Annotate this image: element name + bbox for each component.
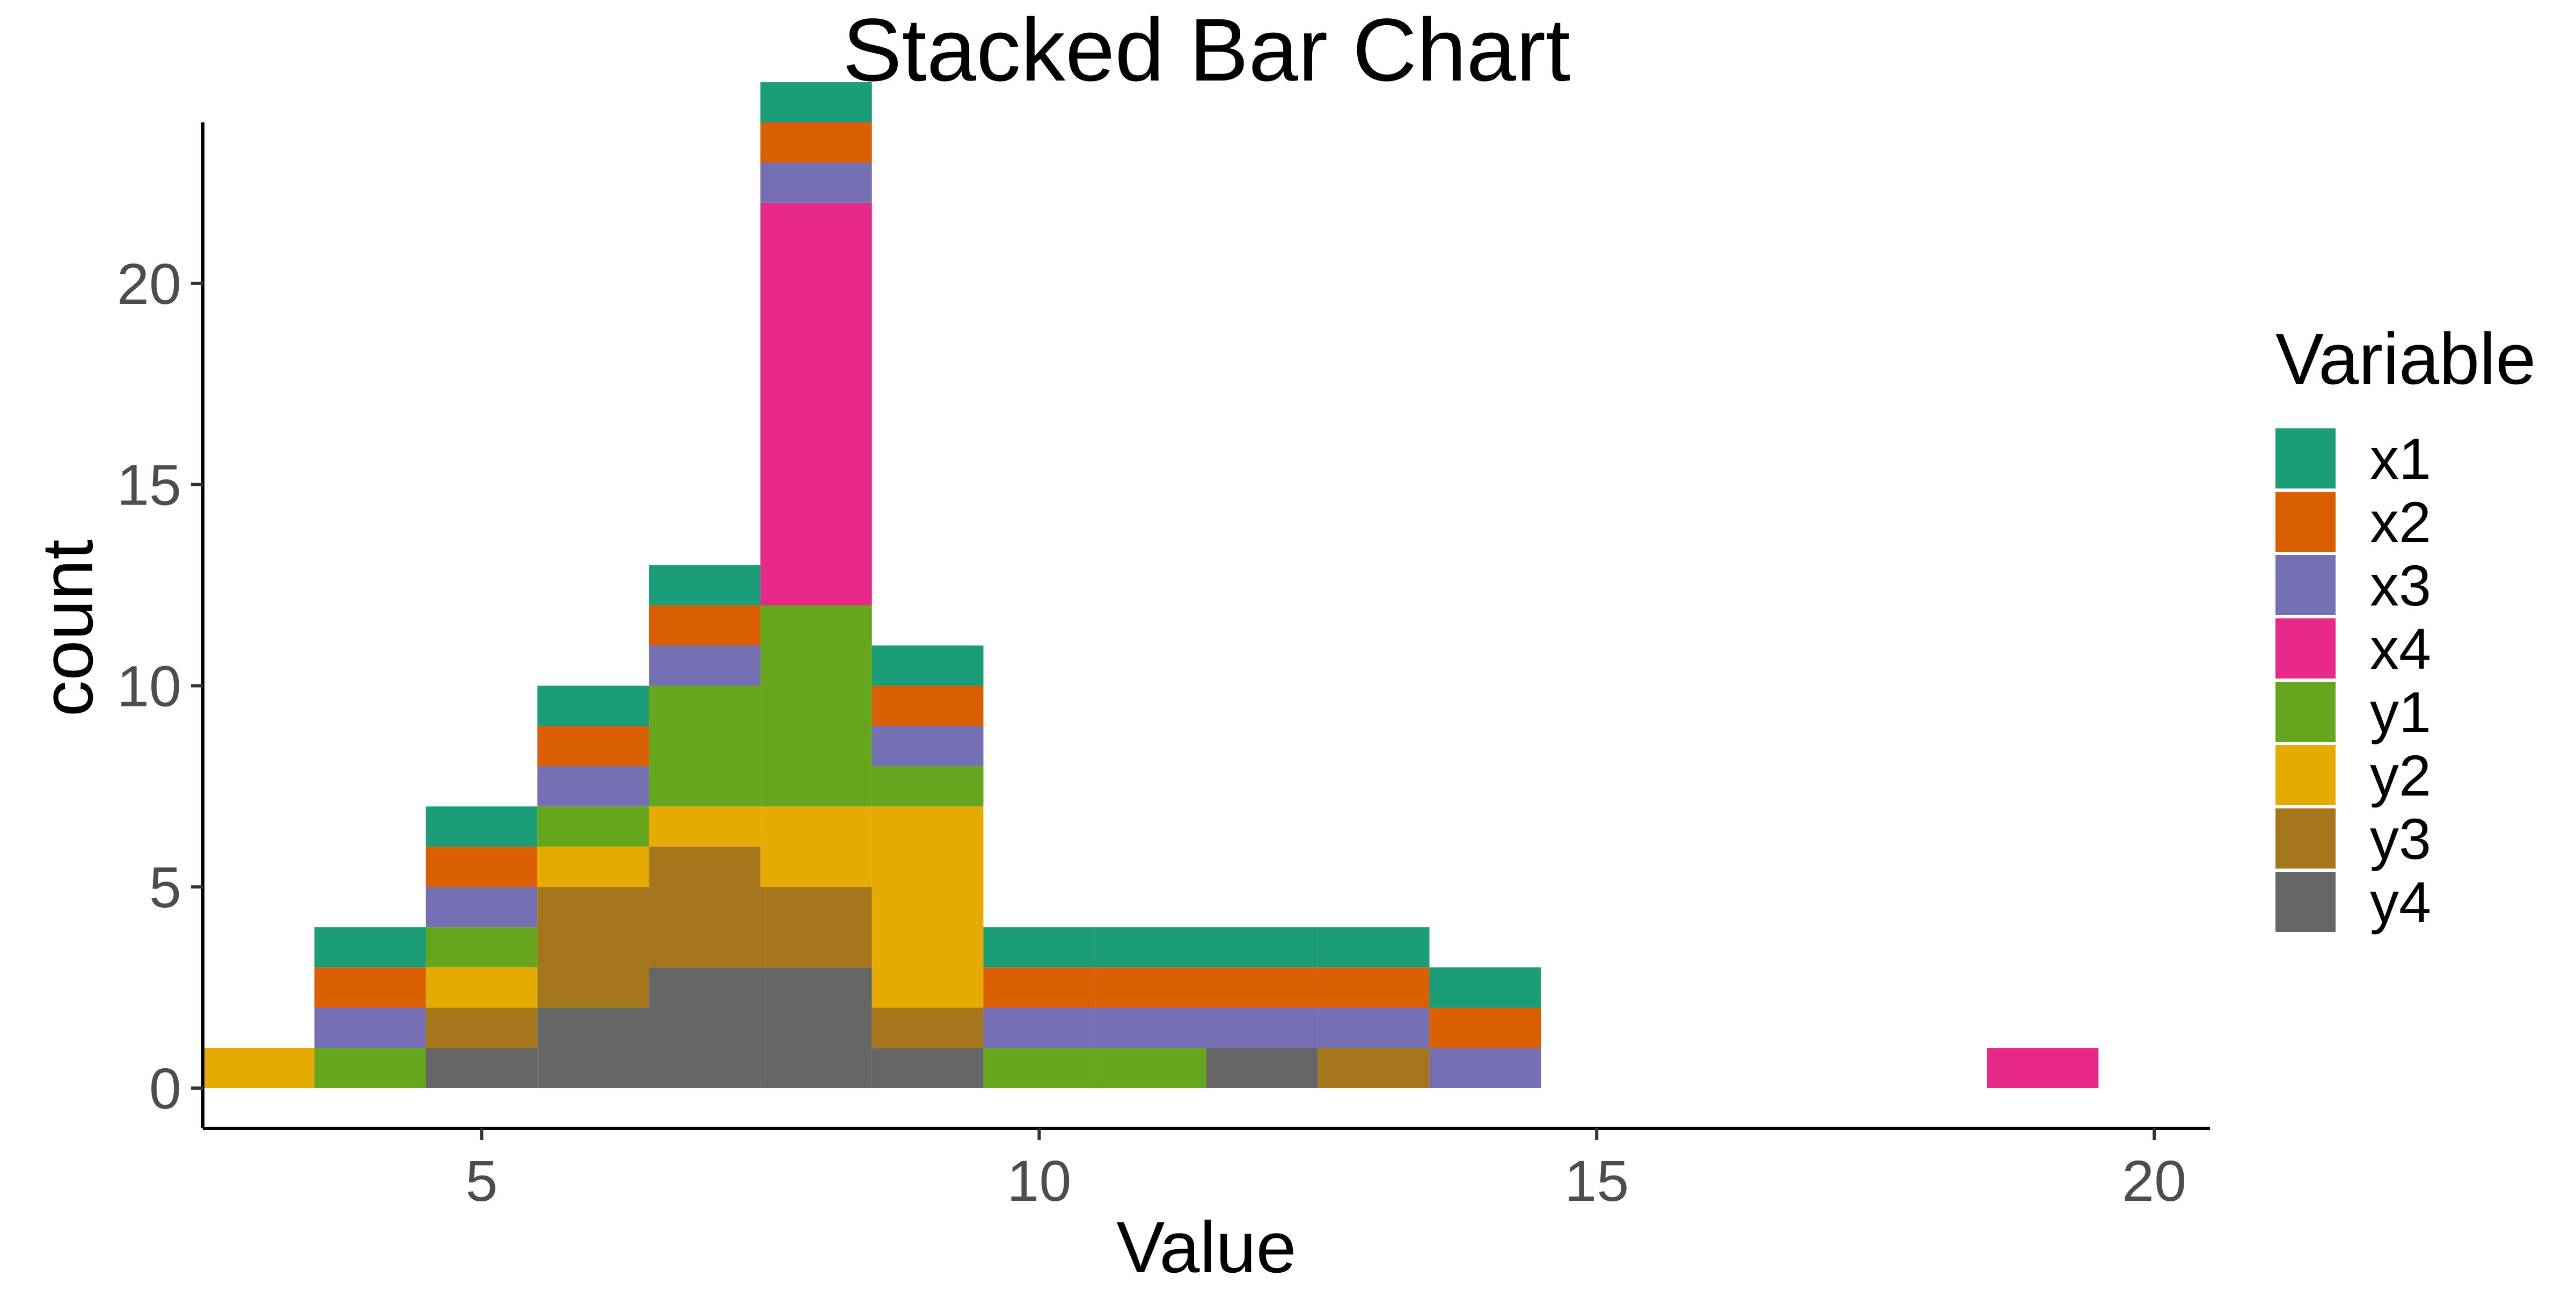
legend-label-x2: x2	[2370, 490, 2431, 555]
bar-segment-x1-bin-10	[983, 927, 1095, 968]
bar-segment-x2-bin-6	[537, 726, 649, 767]
bar-segment-y3-bin-7	[649, 847, 760, 968]
legend-key-x4	[2275, 618, 2336, 679]
bar-segment-x2-bin-12	[1206, 967, 1318, 1008]
bar-segment-x3-bin-4	[314, 1008, 426, 1048]
bar-segment-x3-bin-12	[1206, 1008, 1318, 1048]
bar-segment-y4-bin-9	[872, 1048, 984, 1089]
bar-segment-y3-bin-5	[426, 1008, 538, 1048]
bar-segment-x3-bin-13	[1318, 1008, 1430, 1048]
bar-segment-x1-bin-12	[1206, 927, 1318, 968]
bar-segment-x1-bin-7	[649, 565, 760, 606]
bar-segment-y1-bin-8	[760, 605, 872, 807]
bar-segment-x1-bin-8	[760, 82, 872, 122]
bar-segment-x2-bin-10	[983, 967, 1095, 1008]
bar-segment-y4-bin-6	[537, 1008, 649, 1089]
bar-segment-x3-bin-7	[649, 645, 760, 686]
bar-segment-y2-bin-5	[426, 967, 538, 1008]
legend-key-y4	[2275, 872, 2336, 932]
x-tick-label-5: 5	[465, 1148, 497, 1213]
legend-key-x2	[2275, 492, 2336, 552]
x-tick-label-15: 15	[1564, 1148, 1629, 1213]
y-axis-title: count	[27, 539, 108, 717]
bar-segment-x2-bin-13	[1318, 967, 1430, 1008]
bar-segment-y2-bin-7	[649, 806, 760, 847]
bar-segment-x3-bin-6	[537, 766, 649, 807]
bar-segment-y2-bin-9	[872, 806, 984, 1008]
ticks-layer: 5 10 15 20 0 5 10 15 20	[117, 251, 2186, 1213]
bar-segment-x1-bin-6	[537, 685, 649, 726]
legend-key-y3	[2275, 808, 2336, 869]
bar-segment-y3-bin-8	[760, 887, 872, 968]
y-tick-label-5: 5	[149, 855, 181, 920]
legend-key-y1	[2275, 682, 2336, 742]
x-tick-label-10: 10	[1007, 1148, 1071, 1213]
bar-segment-y1-bin-6	[537, 806, 649, 847]
bar-segment-x2-bin-4	[314, 967, 426, 1008]
bar-segment-x1-bin-4	[314, 927, 426, 968]
legend-label-x3: x3	[2370, 553, 2431, 618]
y-tick-label-15: 15	[117, 453, 181, 517]
bar-segment-y1-bin-9	[872, 766, 984, 807]
bar-segment-x1-bin-9	[872, 645, 984, 686]
bar-segment-y4-bin-5	[426, 1048, 538, 1089]
bar-segment-x1-bin-14	[1429, 967, 1541, 1008]
bar-segment-x3-bin-11	[1095, 1008, 1206, 1048]
bar-segment-x4-bin-8	[760, 202, 872, 606]
bar-segment-x2-bin-9	[872, 685, 984, 726]
bar-segment-x2-bin-14	[1429, 1008, 1541, 1048]
bar-segment-x1-bin-13	[1318, 927, 1430, 968]
legend-label-y2: y2	[2370, 743, 2431, 808]
legend-label-y1: y1	[2370, 680, 2431, 745]
legend-label-x1: x1	[2370, 426, 2431, 491]
bar-segment-x1-bin-5	[426, 806, 538, 847]
bar-segment-y3-bin-13	[1318, 1048, 1430, 1089]
bar-segment-y1-bin-7	[649, 685, 760, 807]
y-tick-label-10: 10	[117, 653, 181, 718]
bar-segment-y1-bin-10	[983, 1048, 1095, 1089]
x-tick-label-20: 20	[2122, 1148, 2186, 1213]
bar-segment-y1-bin-4	[314, 1048, 426, 1089]
legend-label-y3: y3	[2370, 806, 2431, 871]
y-tick-label-20: 20	[117, 251, 181, 316]
bar-segment-y2-bin-6	[537, 847, 649, 887]
bar-segment-x3-bin-10	[983, 1008, 1095, 1048]
bar-segment-x4-bin-19	[1987, 1048, 2099, 1089]
bar-segment-y3-bin-9	[872, 1008, 984, 1048]
chart-title: Stacked Bar Chart	[843, 1, 1570, 100]
bar-segment-x2-bin-11	[1095, 967, 1206, 1008]
bar-segment-y4-bin-8	[760, 967, 872, 1089]
bar-segment-x3-bin-14	[1429, 1048, 1541, 1089]
bar-segment-x2-bin-7	[649, 605, 760, 646]
bar-segment-x3-bin-9	[872, 726, 984, 767]
legend-title: Variable	[2275, 318, 2536, 399]
bar-segment-y1-bin-5	[426, 927, 538, 968]
bar-segment-y2-bin-8	[760, 806, 872, 887]
y-tick-label-0: 0	[149, 1056, 181, 1121]
x-axis-title: Value	[1116, 1207, 1296, 1288]
bars-layer	[203, 82, 2099, 1089]
legend-key-y2	[2275, 745, 2336, 805]
bar-segment-y1-bin-11	[1095, 1048, 1206, 1089]
legend-key-x3	[2275, 555, 2336, 615]
legend-label-y4: y4	[2370, 870, 2431, 935]
bar-segment-y3-bin-6	[537, 887, 649, 1008]
bar-segment-x2-bin-5	[426, 847, 538, 887]
bar-segment-y2-bin-3	[203, 1048, 314, 1089]
bar-segment-y4-bin-12	[1206, 1048, 1318, 1089]
bar-segment-x1-bin-11	[1095, 927, 1206, 968]
legend-label-x4: x4	[2370, 616, 2431, 681]
bar-segment-x3-bin-5	[426, 887, 538, 928]
legend-key-x1	[2275, 428, 2336, 488]
bar-segment-x2-bin-8	[760, 122, 872, 163]
bar-segment-x3-bin-8	[760, 162, 872, 203]
bar-segment-y4-bin-7	[649, 967, 760, 1089]
